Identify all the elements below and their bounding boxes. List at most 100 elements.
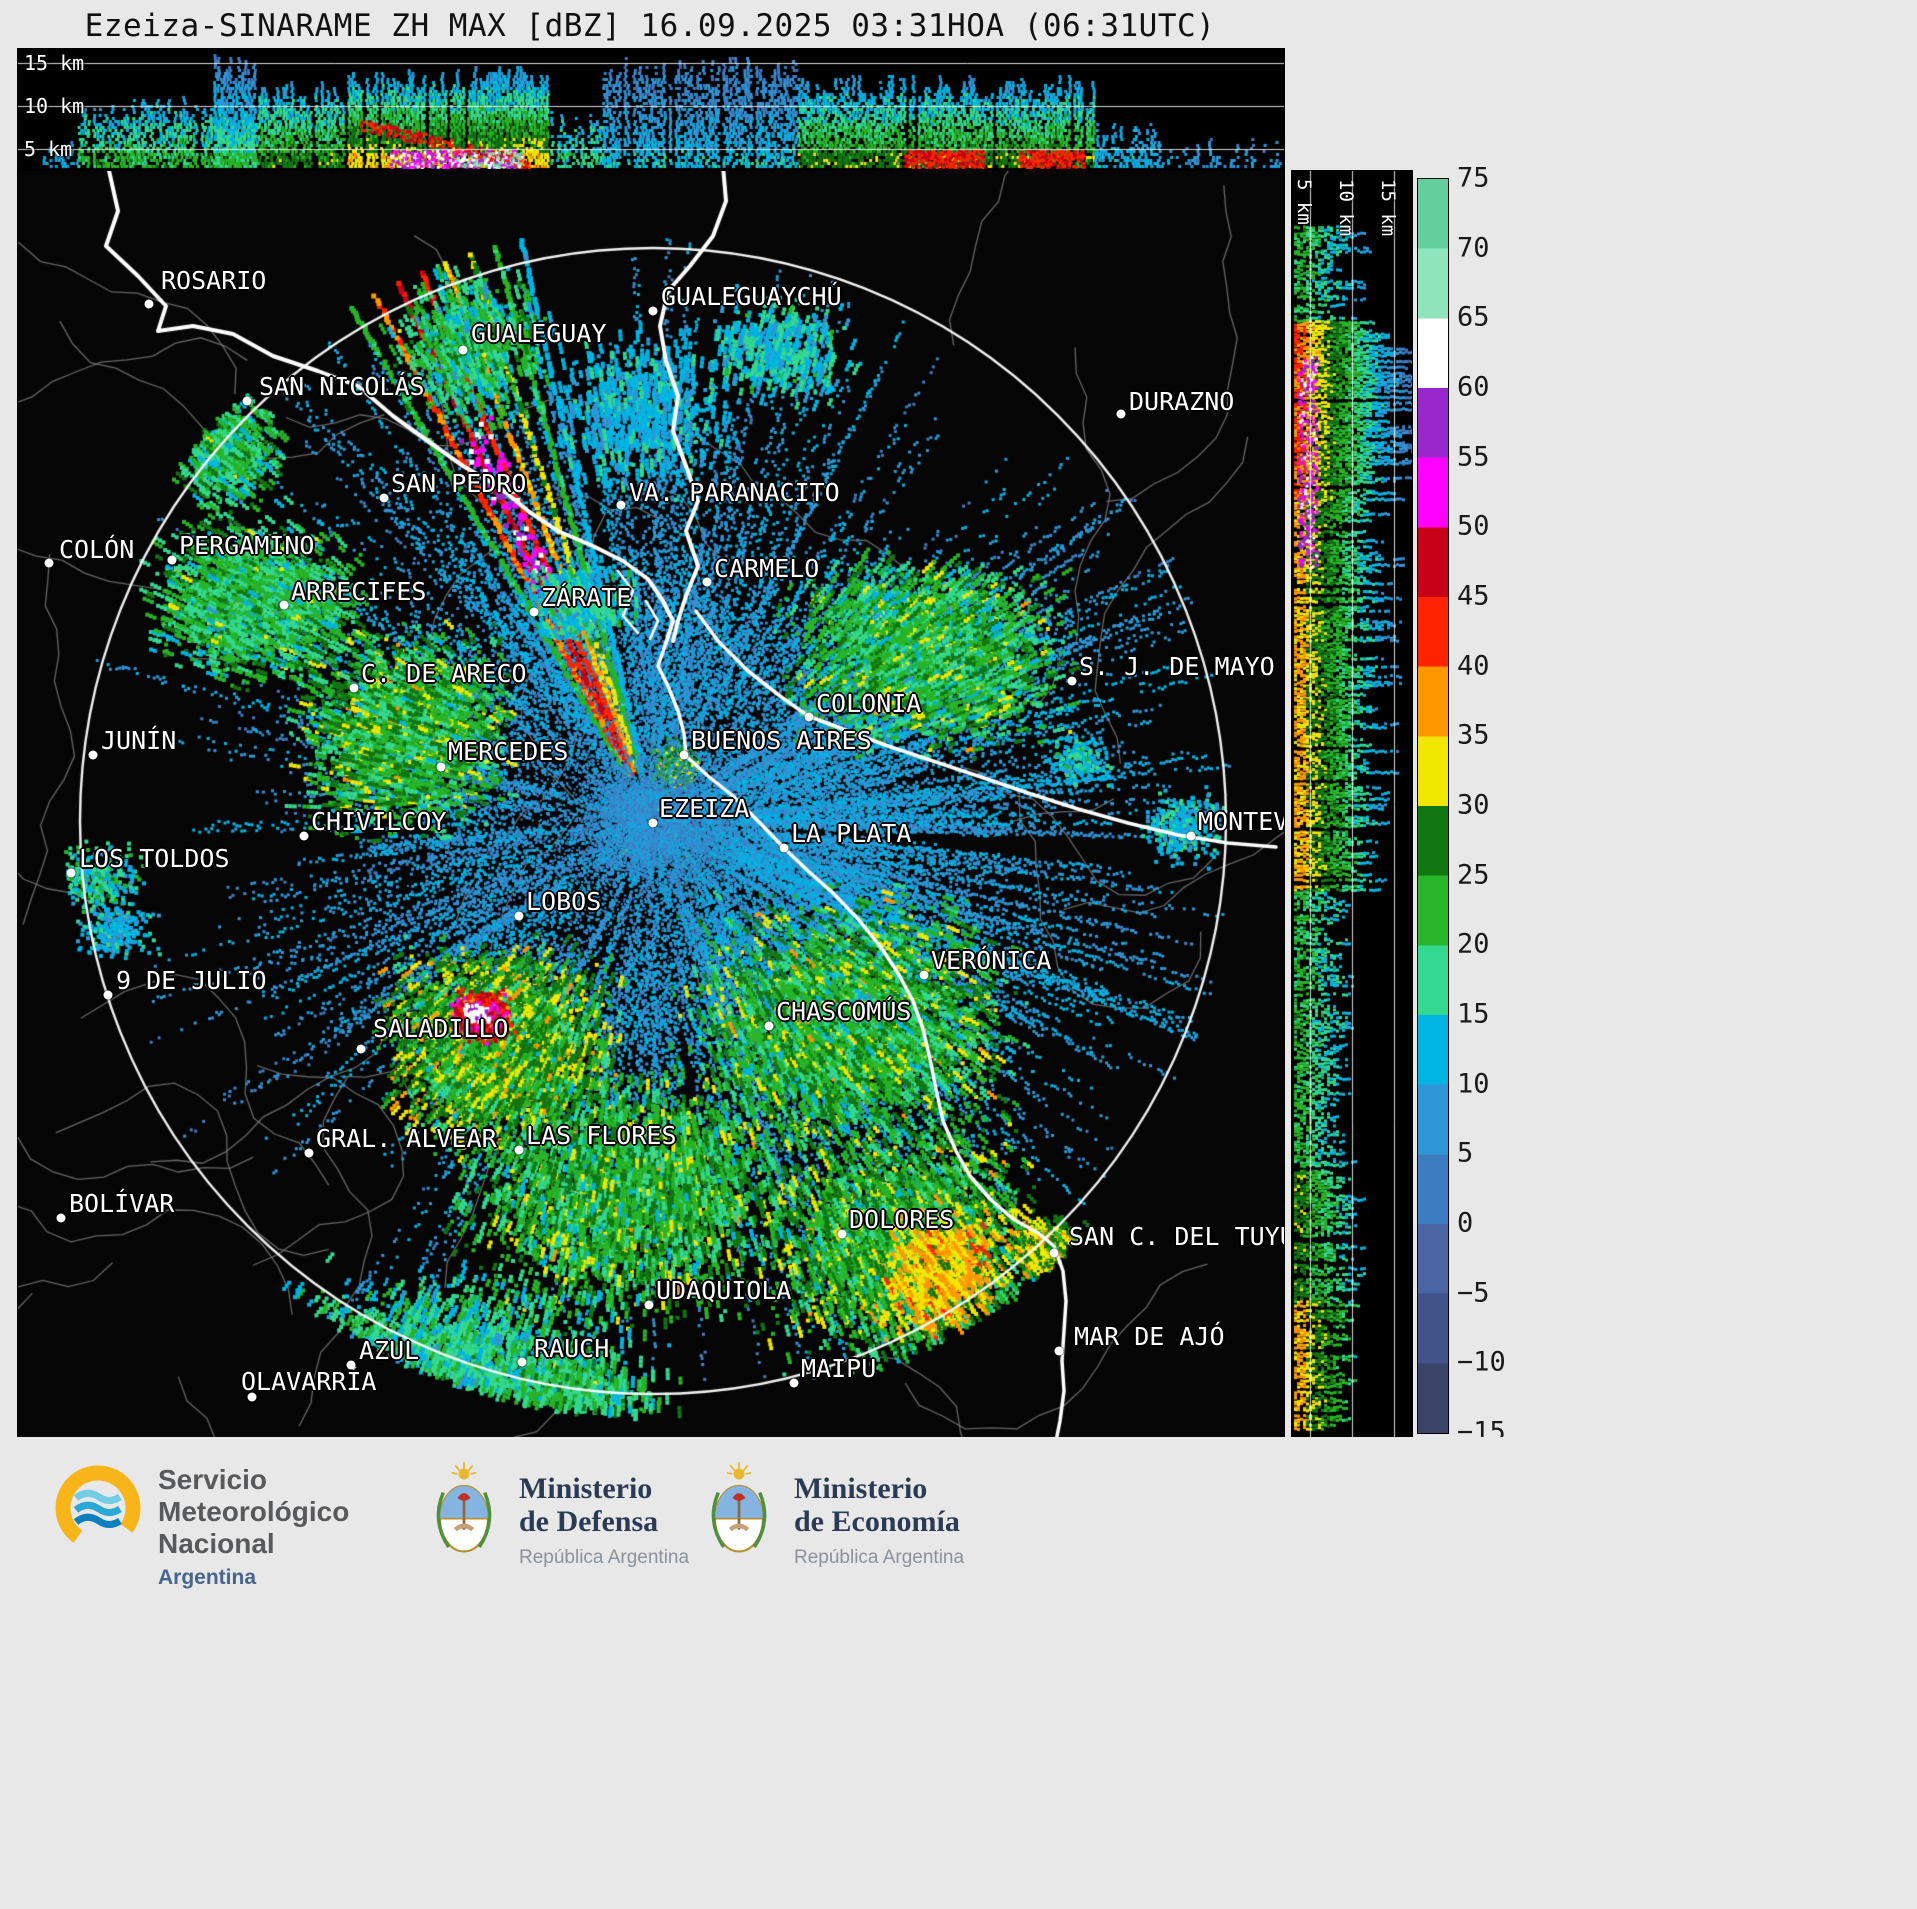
city-label-colonia: COLONIA xyxy=(816,689,922,718)
city-dot-chascomu-s xyxy=(764,1021,774,1031)
colorbar-tick-50: 50 xyxy=(1457,510,1490,542)
city-dot-gualeguay xyxy=(458,345,468,355)
city-dot-ezeiza xyxy=(648,818,658,828)
economia-crest-icon xyxy=(700,1462,778,1558)
city-dot-s-j-de-mayo xyxy=(1067,676,1077,686)
city-dot-arrecifes xyxy=(279,600,289,610)
city-label-mar-de-ajo: MAR DE AJÓ xyxy=(1074,1322,1225,1351)
smn-name-line2: Meteorológico xyxy=(158,1495,350,1527)
city-dot-mercedes xyxy=(436,762,446,772)
city-label-san-nicola-s: SAN NICOLÁS xyxy=(259,372,425,401)
colorbar-tick-5: 5 xyxy=(1457,1137,1474,1169)
city-label-colo-n: COLÓN xyxy=(59,535,135,564)
city-dot-dolores xyxy=(837,1229,847,1239)
city-dot-los-toldos xyxy=(66,868,76,878)
city-dot-udaquiola xyxy=(644,1300,654,1310)
colorbar-tick-65: 65 xyxy=(1457,301,1490,333)
city-label-chivilcoy: CHIVILCOY xyxy=(311,807,447,836)
city-dot-boli-var xyxy=(56,1213,66,1223)
radar-echo-canvas xyxy=(18,171,1284,1438)
colorbar-tick-60: 60 xyxy=(1457,371,1490,403)
city-dot-san-nicola-s xyxy=(242,396,252,406)
city-label-azul: AZUL xyxy=(359,1336,420,1365)
xz-cross-section-panel: 15 km 10 km 5 km xyxy=(17,48,1285,170)
city-label-gualeguaychu: GUALEGUAYCHÚ xyxy=(661,282,842,311)
colorbar-tick-75: 75 xyxy=(1457,162,1490,194)
colorbar-tick-70: 70 xyxy=(1457,232,1490,264)
city-dot-colonia xyxy=(804,712,814,722)
city-dot-mar-de-ajo xyxy=(1054,1346,1064,1356)
city-dot-san-c-del-tuyu xyxy=(1049,1248,1059,1258)
city-dot-gral-alvear xyxy=(304,1148,314,1158)
city-dot-c-de-areco xyxy=(349,683,359,693)
yz-altitude-label: 5 km xyxy=(1293,179,1315,225)
city-label-durazno: DURAZNO xyxy=(1129,387,1235,416)
city-dot-gualeguaychu xyxy=(648,306,658,316)
yz-altitude-label: 15 km xyxy=(1377,179,1399,237)
city-dot-azul xyxy=(346,1360,356,1370)
city-label-los-toldos: LOS TOLDOS xyxy=(79,844,230,873)
smn-name-line3: Nacional xyxy=(158,1527,275,1559)
xz-altitude-label: 10 km xyxy=(24,94,85,118)
yz-cross-section-canvas xyxy=(1292,171,1412,1438)
economia-subtitle: República Argentina xyxy=(794,1547,965,1568)
city-label-rauch: RAUCH xyxy=(534,1334,610,1363)
city-dot-las-flores xyxy=(514,1145,524,1155)
colorbar-tick-30: 30 xyxy=(1457,789,1490,821)
city-label-juni-n: JUNÍN xyxy=(101,726,177,755)
colorbar-tick-55: 55 xyxy=(1457,441,1490,473)
city-label-ezeiza: EZEIZA xyxy=(659,794,750,823)
city-label-las-flores: LAS FLORES xyxy=(526,1121,677,1150)
defensa-crest-icon xyxy=(425,1462,503,1558)
city-label-lobos: LOBOS xyxy=(526,887,602,916)
smn-country: Argentina xyxy=(158,1565,257,1589)
city-dot-buenos-aires xyxy=(679,750,689,760)
city-label-maipu: MAIPU xyxy=(801,1354,877,1383)
city-label-buenos-aires: BUENOS AIRES xyxy=(691,726,872,755)
city-label-arrecifes: ARRECIFES xyxy=(291,577,427,606)
city-label-chascomu-s: CHASCOMÚS xyxy=(776,997,912,1026)
city-dot-colo-n xyxy=(44,558,54,568)
city-label-boli-var: BOLÍVAR xyxy=(69,1189,175,1218)
city-label-vero-nica: VERÓNICA xyxy=(931,946,1052,975)
city-label-san-pedro: SAN PEDRO xyxy=(391,469,527,498)
city-dot-za-rate xyxy=(529,607,539,617)
city-dot-rosario xyxy=(144,299,154,309)
city-label-9-de-julio: 9 DE JULIO xyxy=(116,966,267,995)
city-dot-maipu xyxy=(789,1378,799,1388)
city-label-carmelo: CARMELO xyxy=(714,554,820,583)
colorbar-tick-20: 20 xyxy=(1457,928,1490,960)
colorbar-tick-45: 45 xyxy=(1457,580,1490,612)
city-label-pergamino: PERGAMINO xyxy=(179,531,315,560)
economia-logo-block: Ministerio de Economía República Argenti… xyxy=(700,1462,964,1569)
xz-altitude-label: 15 km xyxy=(24,51,85,75)
economia-name-line2: de Economía xyxy=(794,1505,960,1538)
dbz-colorbar xyxy=(1417,178,1449,1434)
colorbar-tick-0: 0 xyxy=(1457,1207,1474,1239)
city-dot-saladillo xyxy=(356,1044,366,1054)
city-label-gualeguay: GUALEGUAY xyxy=(471,319,607,348)
colorbar-tick-35: 35 xyxy=(1457,719,1490,751)
defensa-name-line1: Ministerio xyxy=(519,1472,653,1505)
city-dot-juni-n xyxy=(88,750,98,760)
city-dot-vero-nica xyxy=(919,970,929,980)
city-label-montevideo: MONTEVIDEO xyxy=(1198,807,1284,836)
city-label-la-plata: LA PLATA xyxy=(791,819,912,848)
defensa-subtitle: República Argentina xyxy=(519,1547,690,1568)
city-label-va-paranacito: VA. PARANACITO xyxy=(629,478,840,507)
city-dot-va-paranacito xyxy=(616,500,626,510)
city-label-s-j-de-mayo: S. J. DE MAYO xyxy=(1079,652,1275,681)
city-label-rosario: ROSARIO xyxy=(161,266,267,295)
city-label-san-c-del-tuyu: SAN C. DEL TUYÚ xyxy=(1069,1222,1285,1251)
page-title: Ezeiza-SINARAME ZH MAX [dBZ] 16.09.2025 … xyxy=(84,8,1216,44)
city-dot-pergamino xyxy=(167,555,177,565)
smn-logo-icon xyxy=(55,1465,141,1551)
colorbar-tick-−5: −5 xyxy=(1457,1277,1490,1309)
city-label-udaquiola: UDAQUIOLA xyxy=(656,1276,792,1305)
defensa-logo-block: Ministerio de Defensa República Argentin… xyxy=(425,1462,689,1569)
city-label-gral-alvear: GRAL. ALVEAR xyxy=(316,1124,497,1153)
colorbar-tick-−10: −10 xyxy=(1457,1346,1506,1378)
yz-altitude-label: 10 km xyxy=(1335,179,1357,237)
city-dot-montevideo xyxy=(1186,831,1196,841)
